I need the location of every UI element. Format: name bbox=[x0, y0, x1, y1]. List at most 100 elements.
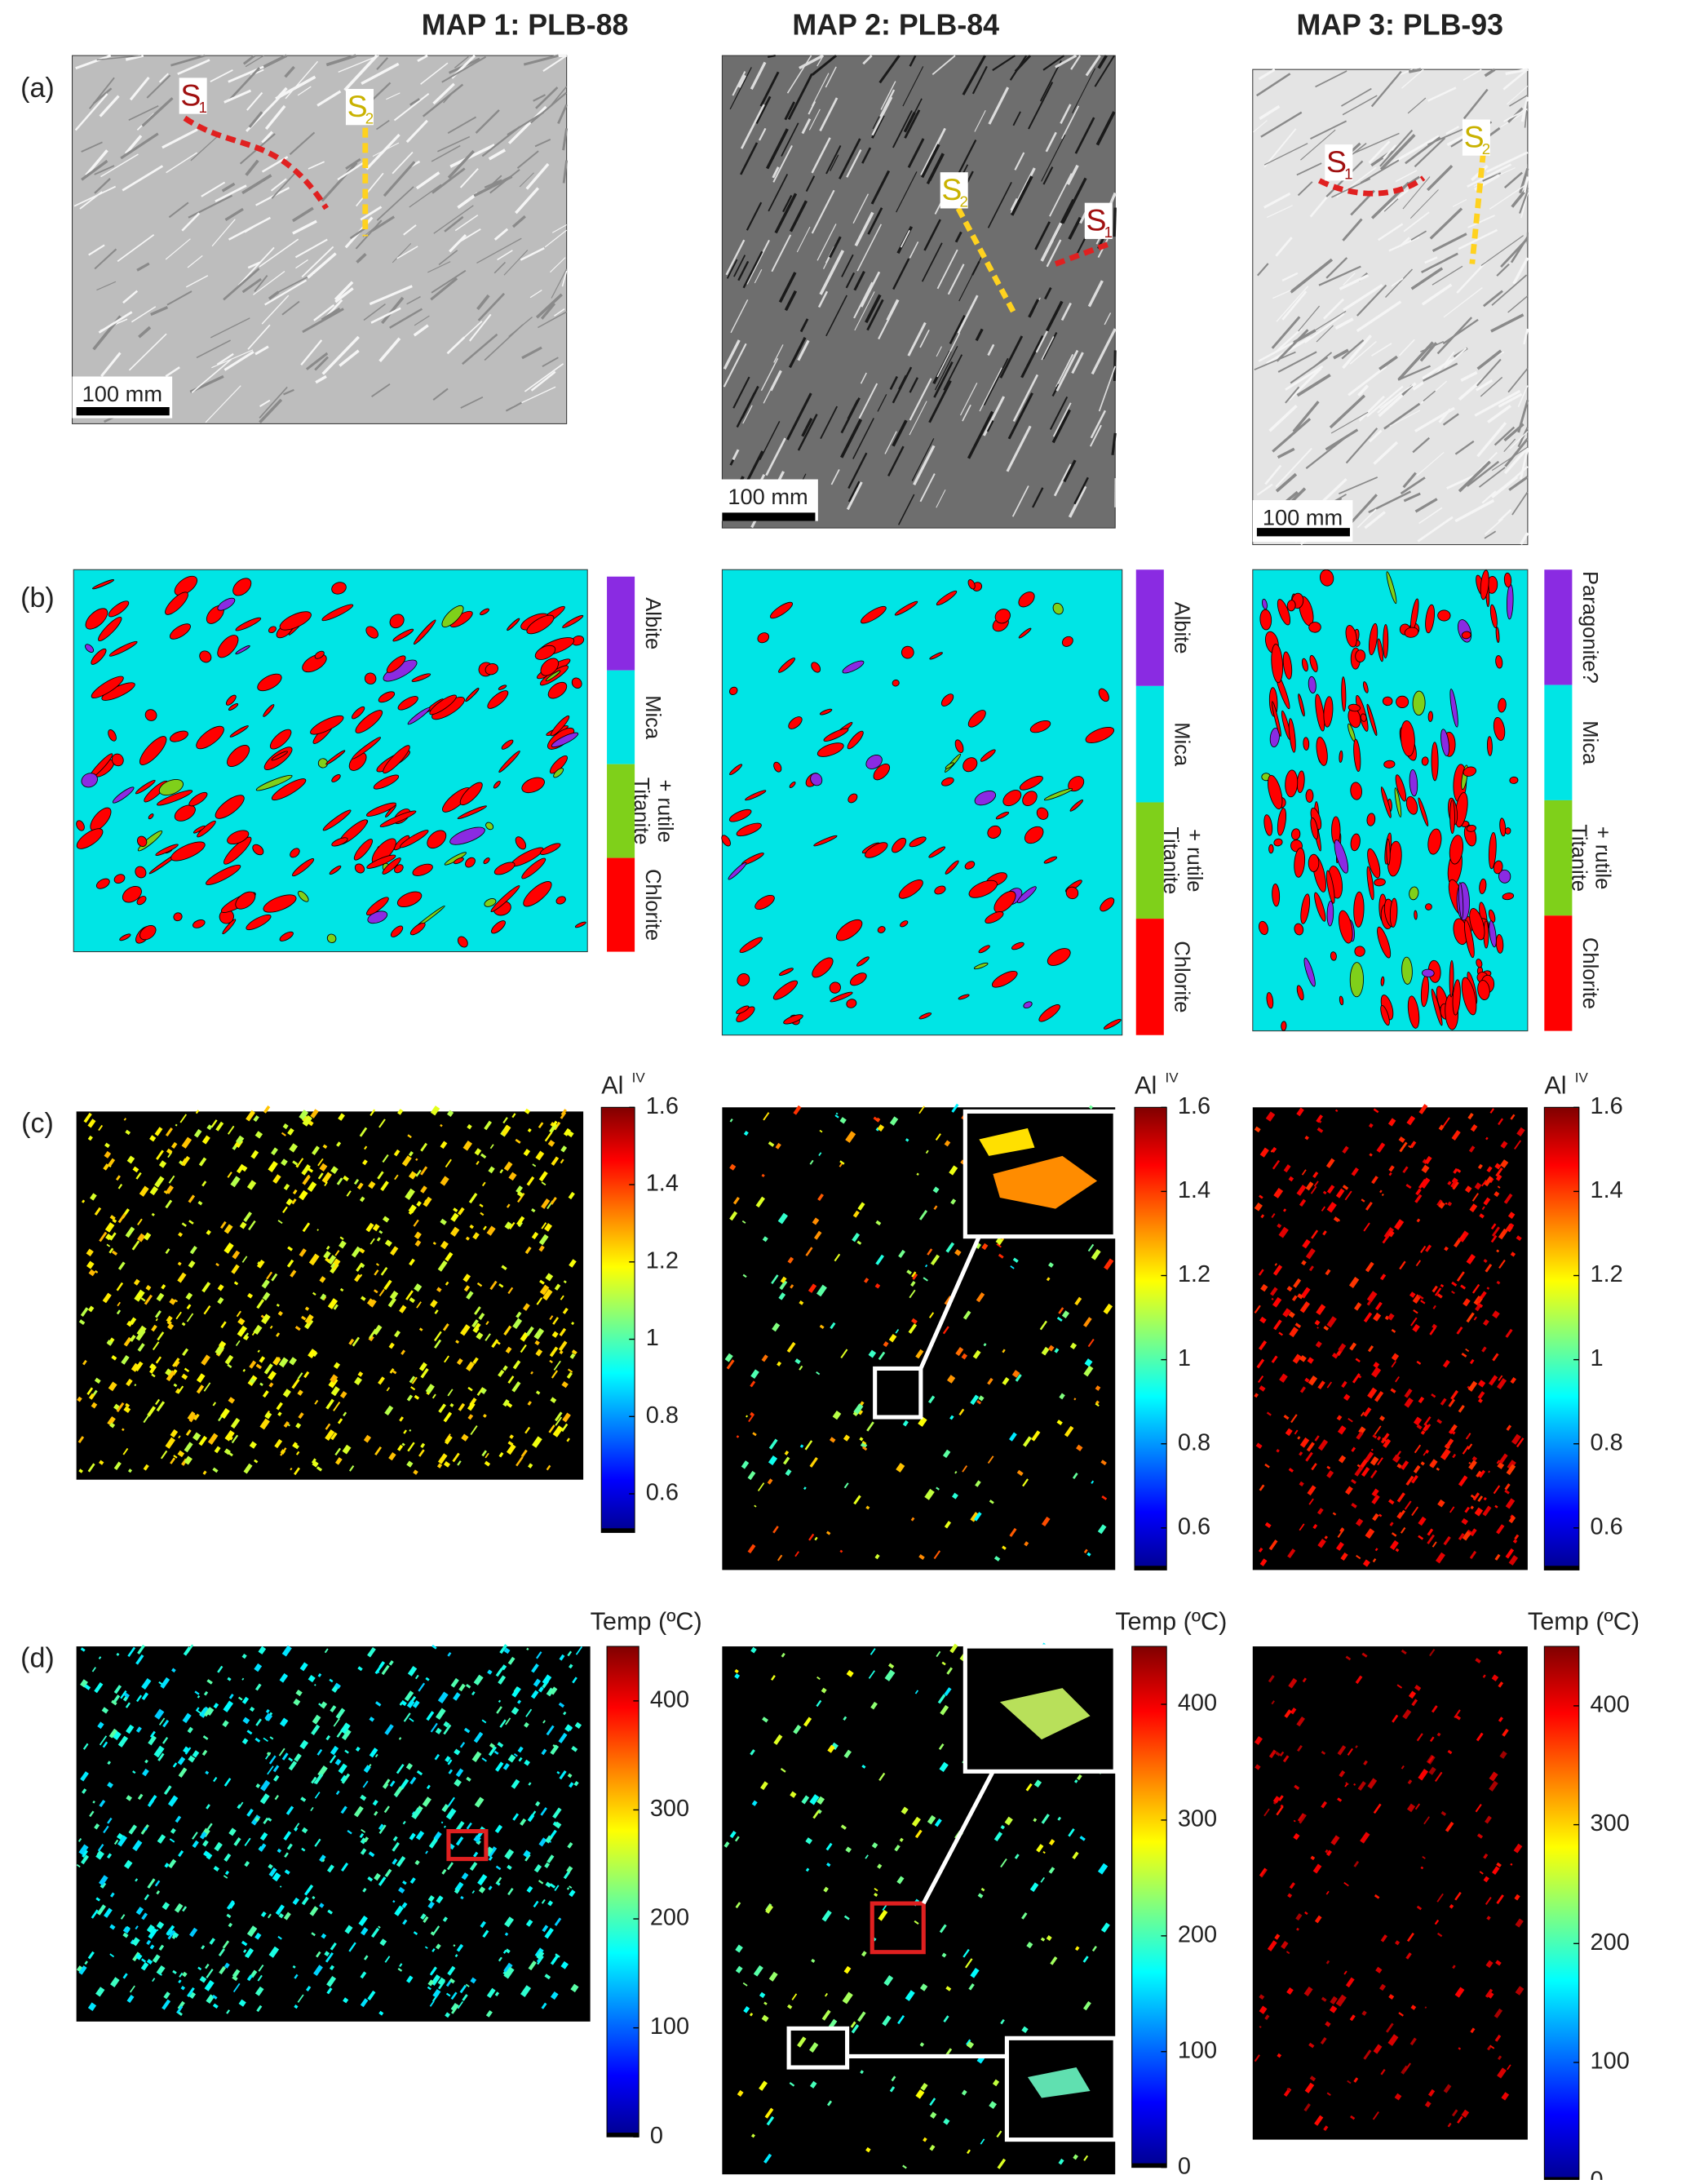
legend-label: Paragonite? bbox=[1578, 571, 1601, 684]
colorbar-title-superscript: IV bbox=[1166, 1070, 1179, 1086]
row-label: (d) bbox=[20, 1643, 55, 1674]
legend-label: Albite bbox=[641, 597, 664, 649]
colorbar-tick-label: 400 bbox=[1591, 1692, 1630, 1718]
grain bbox=[1350, 963, 1364, 997]
legend-swatch bbox=[607, 671, 635, 764]
colorbar-floor bbox=[607, 2133, 639, 2137]
scale-bar-label: 100 mm bbox=[82, 381, 162, 406]
legend-label: + rutile bbox=[1591, 826, 1613, 889]
grain bbox=[1487, 737, 1493, 756]
legend-label: + rutile bbox=[653, 779, 676, 842]
legend-label: Albite bbox=[1170, 602, 1193, 654]
colorbar-tick-label: 1.2 bbox=[1591, 1261, 1623, 1287]
heat-map bbox=[77, 1646, 591, 2022]
legend-swatch bbox=[1136, 569, 1164, 686]
texture bbox=[1114, 350, 1115, 381]
colorbar-tick-label: 1 bbox=[1178, 1345, 1191, 1371]
grain bbox=[1396, 696, 1408, 708]
legend-swatch bbox=[1136, 686, 1164, 803]
grain bbox=[1383, 624, 1388, 658]
colorbar-tick-label: 0.8 bbox=[646, 1402, 679, 1429]
legend-swatch bbox=[1544, 915, 1572, 1030]
colorbar-floor bbox=[601, 1528, 635, 1532]
colorbar-tick-label: 1.6 bbox=[1591, 1093, 1623, 1119]
grain bbox=[1386, 839, 1390, 865]
colorbar-tick-label: 100 bbox=[1591, 2049, 1630, 2075]
grain bbox=[1450, 800, 1455, 834]
colorbar-tick-label: 300 bbox=[1178, 1806, 1217, 1832]
colorbar-tick-label: 300 bbox=[1591, 1810, 1630, 1836]
colorbar-title: Al bbox=[1135, 1071, 1157, 1099]
colorbar-tick-label: 0.6 bbox=[1178, 1513, 1210, 1539]
colorbar-title: Al bbox=[1544, 1071, 1566, 1099]
colorbar bbox=[601, 1107, 635, 1532]
foliation-subscript: 1 bbox=[1344, 166, 1352, 183]
legend-label: Chlorite bbox=[641, 869, 664, 941]
foliation-subscript: 2 bbox=[1482, 140, 1490, 157]
grain bbox=[1355, 649, 1365, 662]
grain bbox=[1306, 790, 1313, 803]
legend-swatch bbox=[607, 577, 635, 671]
colorbar-floor bbox=[1544, 1566, 1579, 1570]
colorbar bbox=[1132, 1646, 1167, 2168]
texture bbox=[1114, 208, 1115, 237]
colorbar-tick-label: 400 bbox=[1178, 1690, 1217, 1717]
colorbar-tick-label: 300 bbox=[650, 1796, 689, 1822]
colorbar bbox=[1544, 1107, 1579, 1570]
legend-swatch bbox=[607, 858, 635, 952]
grain bbox=[1437, 610, 1450, 622]
colorbar-tick-label: 0.6 bbox=[1591, 1513, 1623, 1539]
colorbar-tick-label: 1.6 bbox=[646, 1093, 679, 1119]
colorbar-tick-label: 200 bbox=[650, 1905, 689, 1931]
legend-label: Titanite bbox=[630, 777, 653, 845]
phase-map bbox=[722, 569, 1122, 1035]
legend-swatch bbox=[1136, 919, 1164, 1035]
colorbar-tick-label: 1 bbox=[646, 1325, 659, 1351]
colorbar-title-superscript: IV bbox=[632, 1070, 646, 1086]
scale-bar-label: 100 mm bbox=[1263, 505, 1343, 530]
grain bbox=[1308, 854, 1319, 871]
colorbar-floor bbox=[1135, 1566, 1166, 1570]
colorbar-title-superscript: IV bbox=[1575, 1070, 1589, 1086]
colorbar-tick-label: 1 bbox=[1591, 1345, 1604, 1371]
grain bbox=[1413, 691, 1426, 715]
colorbar bbox=[1135, 1107, 1166, 1570]
grain bbox=[1428, 711, 1433, 722]
foliation-subscript: 2 bbox=[365, 110, 374, 127]
colorbar-floor bbox=[1544, 2177, 1579, 2180]
foliation-subscript: 1 bbox=[198, 99, 206, 116]
colorbar-floor bbox=[1132, 2164, 1167, 2168]
heat-map bbox=[1253, 1646, 1528, 2140]
colorbar-tick-label: 0.8 bbox=[1591, 1429, 1623, 1455]
colorbar-tick-label: 100 bbox=[650, 2013, 689, 2040]
legend-swatch bbox=[1544, 569, 1572, 684]
colorbar-tick-label: 1.2 bbox=[646, 1247, 679, 1274]
column-title: MAP 1: PLB-88 bbox=[422, 9, 629, 42]
row-label: (b) bbox=[20, 583, 55, 614]
colorbar-title: Temp (ºC) bbox=[1528, 1608, 1640, 1636]
colorbar-tick-label: 0 bbox=[1591, 2167, 1604, 2180]
row-label: (c) bbox=[21, 1108, 54, 1139]
colorbar-tick-label: 1.4 bbox=[1591, 1177, 1623, 1203]
foliation-subscript: 2 bbox=[960, 193, 968, 210]
colorbar-title: Temp (ºC) bbox=[591, 1608, 702, 1636]
foliation-subscript: 1 bbox=[1104, 224, 1113, 241]
colorbar-tick-label: 0.6 bbox=[646, 1480, 679, 1506]
legend-label: Chlorite bbox=[1170, 941, 1193, 1012]
legend-label: Mica bbox=[1578, 720, 1601, 765]
colorbar-tick-label: 0 bbox=[650, 2123, 663, 2149]
colorbar-title: Al bbox=[601, 1071, 623, 1099]
colorbar bbox=[607, 1646, 639, 2137]
column-title: MAP 3: PLB-93 bbox=[1296, 9, 1503, 42]
colorbar-tick-label: 1.4 bbox=[646, 1171, 679, 1197]
grain bbox=[1414, 910, 1417, 919]
legend-label: + rutile bbox=[1183, 829, 1206, 892]
colorbar-tick-label: 0 bbox=[1178, 2153, 1191, 2179]
legend-label: Chlorite bbox=[1578, 937, 1601, 1009]
legend-label: Mica bbox=[641, 695, 664, 740]
colorbar-title: Temp (ºC) bbox=[1115, 1608, 1227, 1636]
legend-label: Titanite bbox=[1567, 824, 1590, 892]
grain bbox=[1422, 969, 1434, 977]
